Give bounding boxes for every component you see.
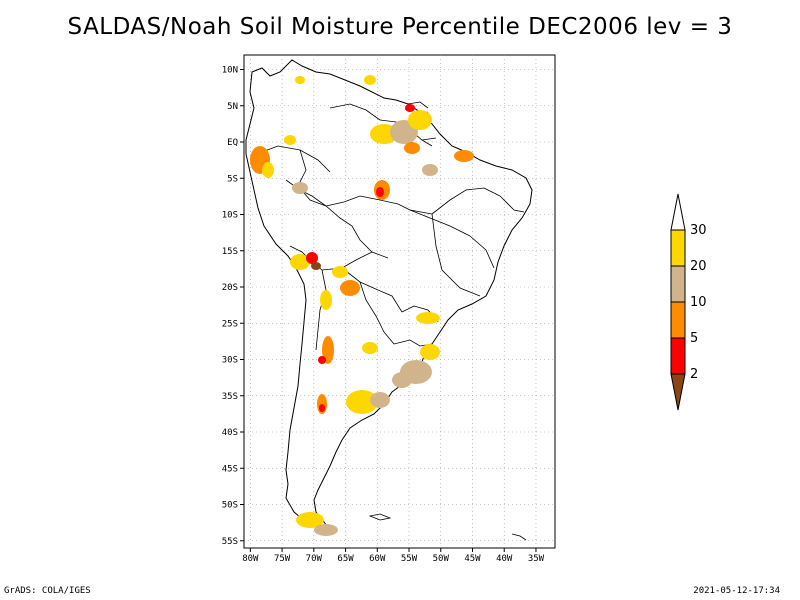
- colorbar-level-label: 30: [690, 223, 707, 238]
- lat-tick-label: 55S: [222, 537, 238, 547]
- lat-tick-label: 10S: [222, 211, 238, 221]
- lon-tick-label: 50W: [433, 554, 450, 564]
- colorbar-segment-10-20: [670, 265, 686, 303]
- lat-tick-label: EQ: [227, 138, 238, 148]
- colorbar-segment-2-5: [670, 337, 686, 375]
- lon-tick-label: 65W: [337, 554, 354, 564]
- lat-tick-label: 5N: [227, 102, 238, 112]
- lon-tick-label: 75W: [274, 554, 291, 564]
- shaded-field: [250, 75, 474, 536]
- lat-tick-label: 35S: [222, 392, 238, 402]
- lat-tick-label: 5S: [227, 174, 238, 184]
- colorbar-level-label: 10: [690, 295, 707, 310]
- lat-tick-label: 25S: [222, 319, 238, 329]
- lat-tick-label: 30S: [222, 356, 238, 366]
- colorbar-segment-5-10: [670, 301, 686, 339]
- colorbar-segment-20-30: [670, 229, 686, 267]
- lat-tick-label: 40S: [222, 428, 238, 438]
- lon-tick-label: 55W: [401, 554, 418, 564]
- lat-tick-label: 15S: [222, 247, 238, 257]
- lat-tick-label: 20S: [222, 283, 238, 293]
- latitude-axis: 10N 5N EQ 5S 10S 15S 20S 25S 30S 35S 40S 45S 50S 55S: [222, 66, 244, 547]
- colorbar-segment-below-2: [670, 373, 686, 411]
- lon-tick-label: 40W: [496, 554, 513, 564]
- lon-tick-label: 70W: [306, 554, 323, 564]
- lon-tick-label: 35W: [528, 554, 545, 564]
- colorbar-segment-above-30: [670, 193, 686, 231]
- colorbar: 30 20 10 5 2: [670, 193, 707, 411]
- lon-tick-label: 60W: [369, 554, 386, 564]
- colorbar-level-label: 5: [690, 331, 698, 346]
- map-title: SALDAS/Noah Soil Moisture Percentile DEC…: [67, 14, 733, 40]
- footer-credit: GrADS: COLA/IGES: [4, 586, 91, 596]
- island-outlines: [368, 101, 527, 541]
- lat-tick-label: 45S: [222, 464, 238, 474]
- lat-tick-label: 10N: [222, 66, 238, 76]
- lat-tick-label: 50S: [222, 501, 238, 511]
- colorbar-level-label: 2: [690, 367, 698, 382]
- colorbar-level-label: 20: [690, 259, 707, 274]
- map-frame: [243, 54, 556, 549]
- lon-tick-label: 80W: [242, 554, 259, 564]
- longitude-axis: 80W 75W 70W 65W 60W 55W 50W 45W 40W 35W: [242, 548, 545, 564]
- footer-timestamp: 2021-05-12-17:34: [693, 586, 780, 596]
- lon-tick-label: 45W: [464, 554, 481, 564]
